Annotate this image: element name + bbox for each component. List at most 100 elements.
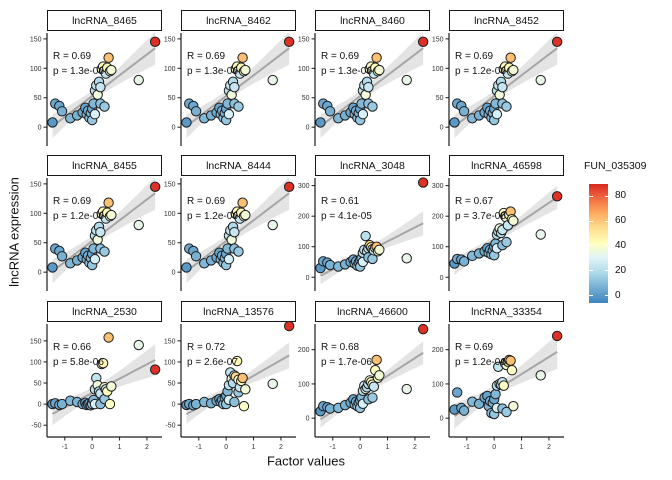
y-tick-label: 200 [298,214,310,221]
facet-panel-lncRNA_3048: lncRNA_3048 0 100 200 300 R = 0.61 p = 4.1e-05 [285,155,430,293]
correlation-label: R = 0.69 [53,196,92,207]
y-tick-label: 50 [34,95,42,102]
data-point [458,106,470,117]
data-point [231,355,243,367]
data-point [99,246,110,257]
pvalue-label: p = 5.8e-06 [53,357,104,368]
legend-tick-label: 20 [615,264,627,276]
data-point [181,262,192,273]
data-point [97,358,109,369]
data-point [267,219,278,231]
y-tick-label: 100 [298,66,310,73]
data-point [551,191,563,202]
data-point [497,81,508,93]
data-point [371,354,382,366]
facet-strip-title: lncRNA_8462 [181,10,296,31]
data-point [149,364,161,375]
data-point [452,387,463,398]
data-point [505,52,516,63]
data-point [106,381,117,392]
pvalue-label: p = 4.1e-05 [321,211,372,222]
y-tick-label: 150 [432,36,444,43]
scatter-plot-lncRNA_46600: 0 100 200 -1 0 1 2 R = 0.68 p = 1.7e-06 [298,323,430,451]
data-point [367,101,378,112]
y-tick-label: 150 [164,36,176,43]
correlation-label: R = 0.61 [321,196,360,207]
color-legend: FUN_035309 80 60 40 20 0 [584,160,672,320]
pvalue-label: p = 1.3e-06 [53,66,104,77]
y-tick-label: 0 [306,275,310,282]
data-point [237,372,248,384]
legend-tick-mark [589,195,593,197]
pvalue-label: p = 1.2e-06 [455,66,506,77]
facet-panel-lncRNA_8452: lncRNA_8452 0 50 100 150 R = 0.69 p = 1.2e-06 [419,10,564,148]
legend-title: FUN_035309 [584,160,647,172]
x-tick-label: -1 [62,444,68,451]
facet-panel-lncRNA_46600: lncRNA_46600 0 100 200 -1 0 1 2 R = 0.68 p = 1.7e… [285,301,430,455]
data-point [229,226,240,238]
data-point [95,226,106,238]
data-point [240,384,251,395]
y-tick-label: 0 [172,125,176,132]
legend-tick-label: 80 [615,190,627,202]
legend-tick-mark [604,245,608,247]
y-tick-label: 150 [30,36,42,43]
correlation-label: R = 0.69 [53,51,92,62]
data-point [535,370,546,381]
pvalue-label: p = 1.7e-06 [321,357,372,368]
correlation-label: R = 0.68 [321,342,360,353]
facet-panel-lncRNA_8460: lncRNA_8460 0 50 100 150 R = 0.69 p = 1.3e-06 [285,10,430,148]
data-point [417,36,429,48]
data-point [498,380,509,391]
data-point [149,36,161,48]
y-tick-label: 0 [440,275,444,282]
data-point [103,52,114,63]
data-point [535,229,546,240]
data-point [103,332,114,343]
data-point [374,64,385,76]
data-point [401,253,412,264]
facet-panel-lncRNA_46598: lncRNA_46598 0 100 200 300 R = 0.67 p = 3.7e-0… [419,155,564,293]
y-tick-label: 0 [172,402,176,409]
data-point [490,388,501,400]
pvalue-label: p = 1.3e-06 [187,66,238,77]
y-tick-label: 50 [34,240,42,247]
correlation-label: R = 0.66 [53,342,92,353]
y-tick-label: 200 [298,347,310,354]
data-point [99,101,110,112]
y-tick-label: 50 [302,95,310,102]
data-point [267,74,278,86]
data-point [374,370,385,381]
data-point [506,365,518,376]
facet-strip-title: lncRNA_8465 [47,10,162,31]
legend-colorbar [589,184,608,303]
data-point [238,401,250,412]
legend-tick-mark [604,220,608,222]
scatter-plot-lncRNA_8462: 0 50 100 150 R = 0.69 p = 1.3e-06 [164,33,295,146]
y-tick-label: 200 [432,214,444,221]
legend-tick-mark [589,220,593,222]
scatter-plot-lncRNA_33354: 0 100 200 -1 0 1 2 R = 0.69 p = 1.2e-06 [432,324,564,451]
facet-panel-lncRNA_8455: lncRNA_8455 0 50 100 150 R = 0.69 p = 1.2e-06 [17,155,162,293]
y-tick-label: 100 [30,359,42,366]
x-tick-label: 0 [492,444,496,451]
data-point [240,64,251,76]
y-tick-label: 50 [168,95,176,102]
data-point [47,117,58,128]
data-point [223,254,235,265]
data-point [501,236,512,248]
x-tick-label: 2 [413,444,417,451]
y-tick-label: 100 [164,211,176,218]
y-tick-label: 50 [436,95,444,102]
y-tick-label: 150 [30,181,42,188]
data-point [449,117,460,128]
data-point [103,197,114,208]
y-tick-label: 50 [168,240,176,247]
x-tick-label: 0 [358,444,362,451]
legend-tick-mark [589,270,593,272]
scatter-plot-lncRNA_46598: 0 100 200 300 R = 0.67 p = 3.7e-06 [432,178,563,291]
data-point [368,381,380,392]
x-tick-label: 1 [252,444,256,451]
data-point [149,181,161,193]
data-point [237,52,248,63]
